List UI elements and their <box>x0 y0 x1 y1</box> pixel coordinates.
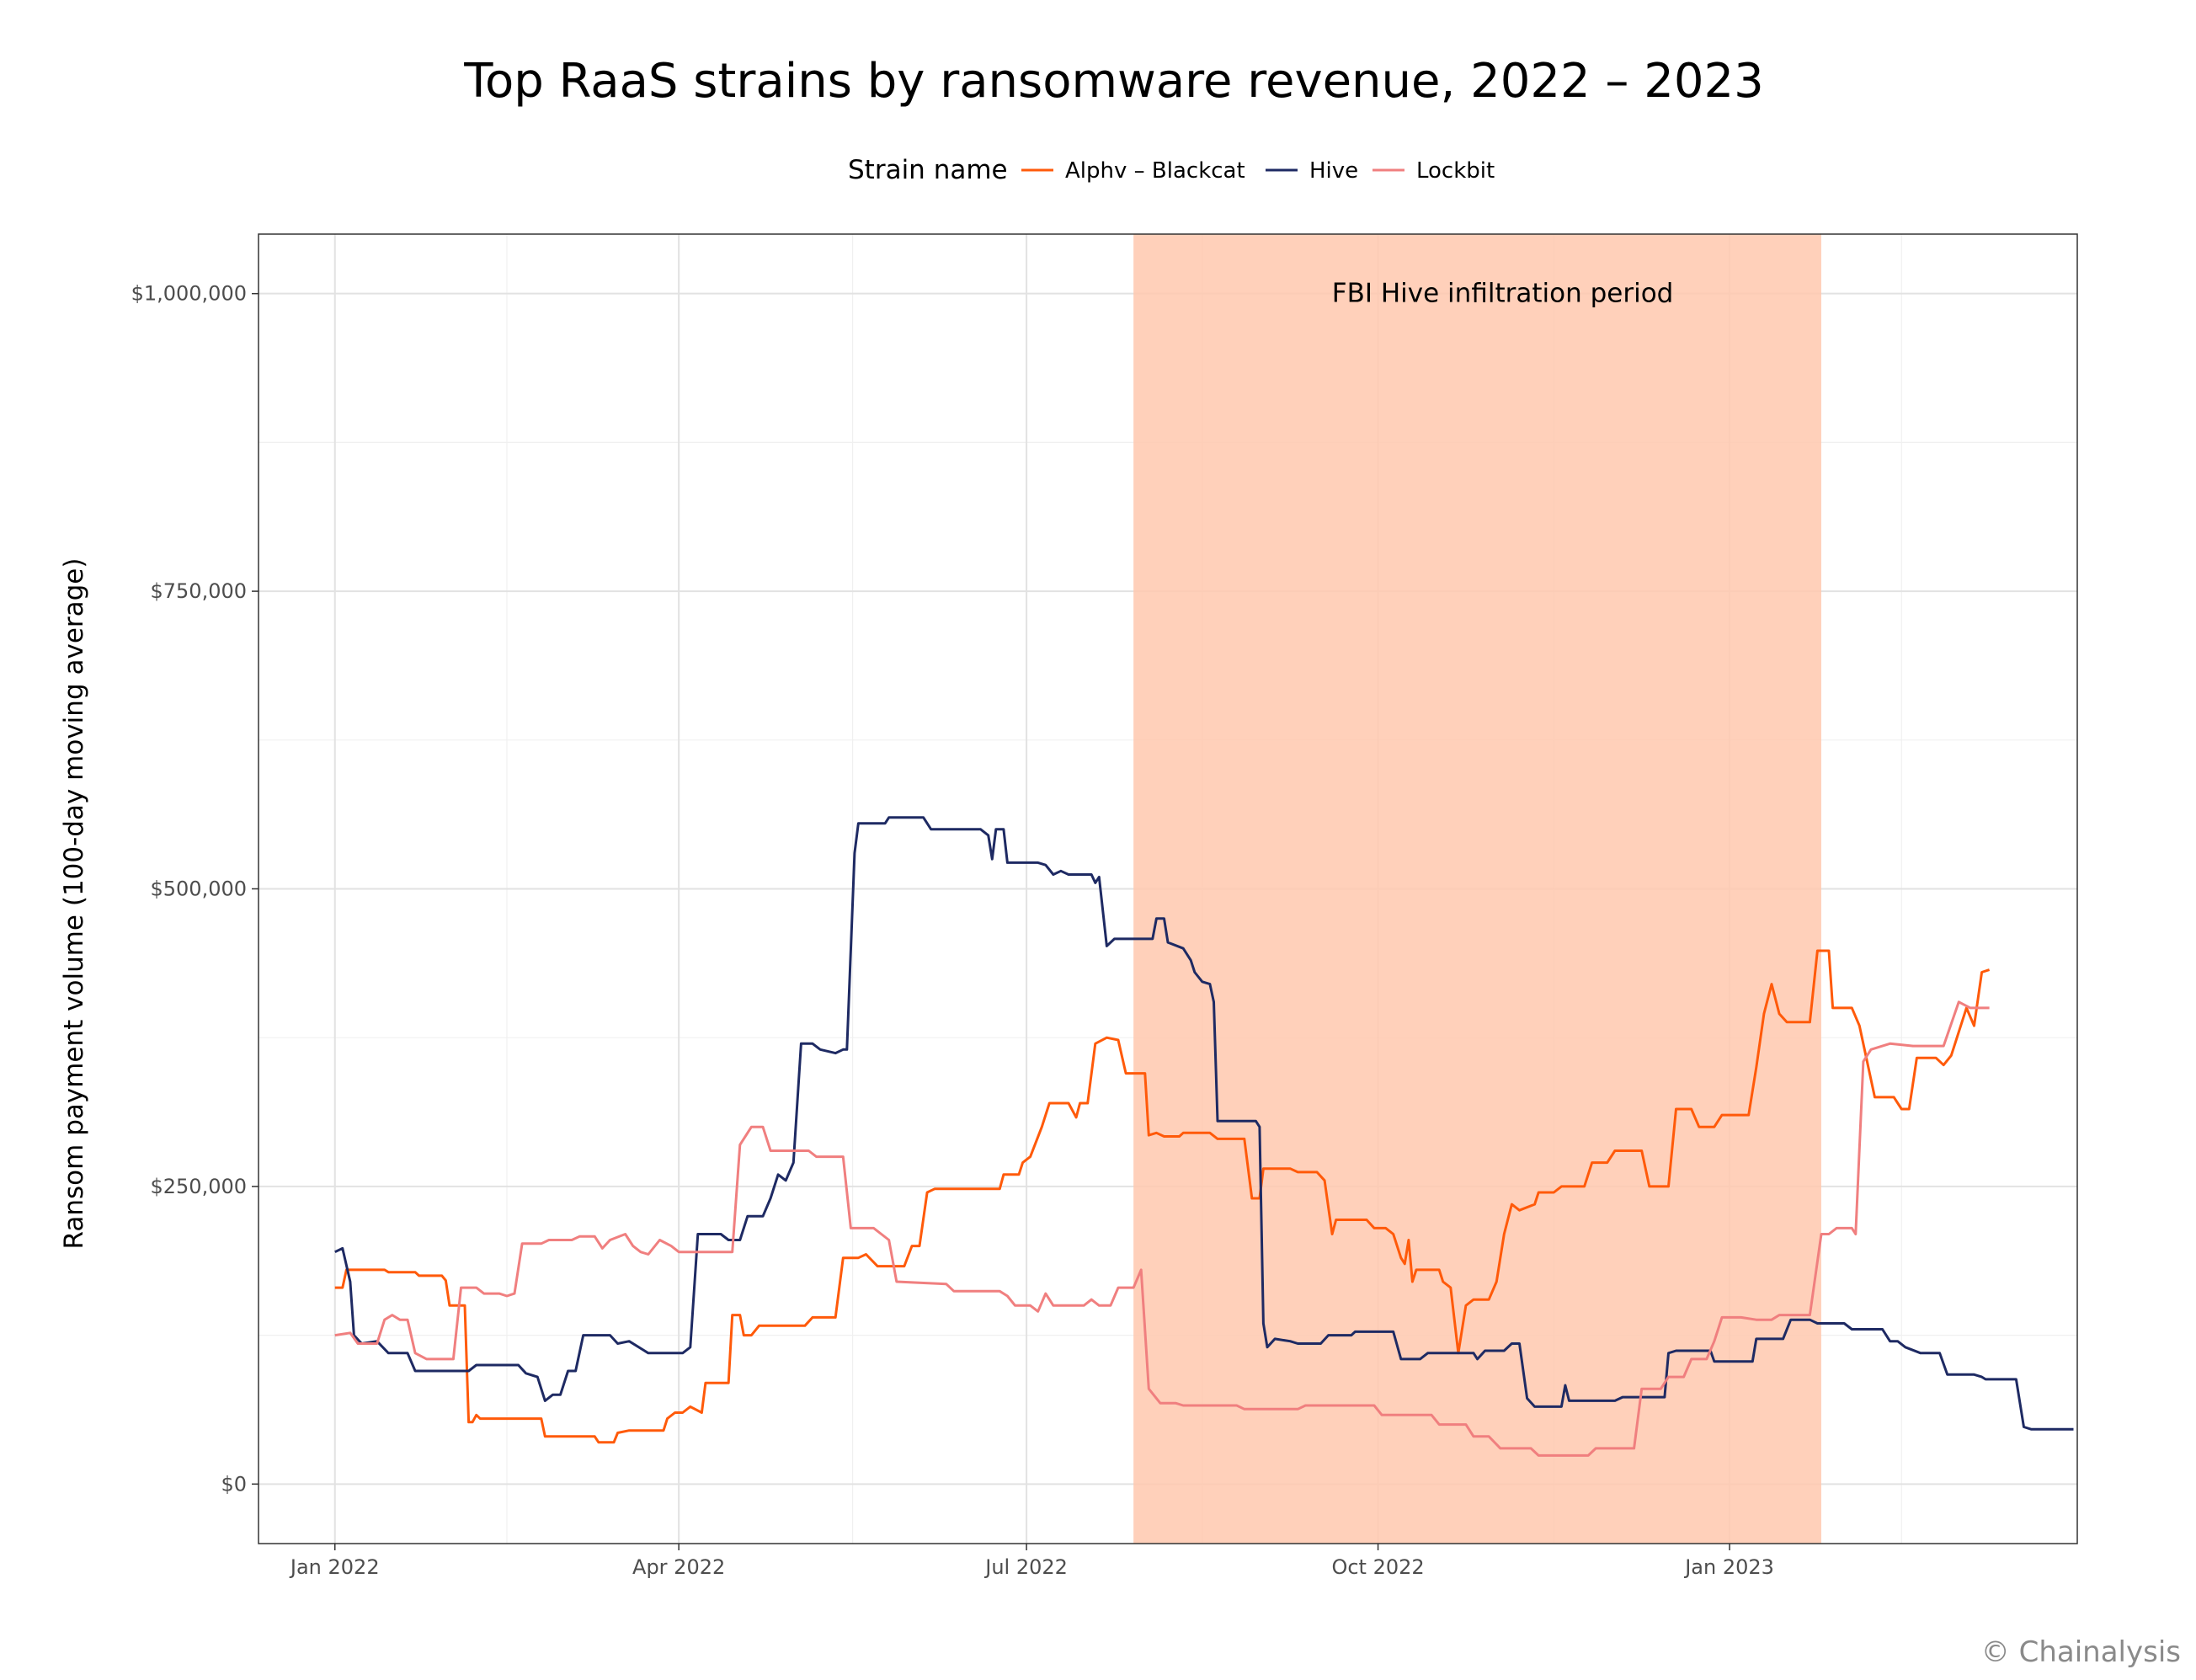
y-tick-label: $250,000 <box>150 1175 247 1198</box>
x-tick-label: Jan 2023 <box>1683 1555 1774 1579</box>
x-tick-label: Jul 2022 <box>983 1555 1068 1579</box>
infiltration-period-label: FBI Hive infiltration period <box>1332 279 1674 309</box>
y-axis: $0 $250,000 $500,000 $750,000 $1,000,000 <box>131 282 259 1496</box>
chainalysis-credit: © Chainalysis <box>1981 1635 2181 1669</box>
legend-label-alphv-blackcat: Alphv – Blackcat <box>1065 158 1245 184</box>
series-line-hive <box>334 816 2074 1431</box>
legend-label-lockbit: Lockbit <box>1416 158 1495 184</box>
legend-title: Strain name <box>848 155 1008 185</box>
x-tick-label: Apr 2022 <box>632 1555 725 1579</box>
legend: Strain name Alphv – Blackcat Hive Lockbit <box>848 155 1495 185</box>
x-tick-label: Jan 2022 <box>289 1555 380 1579</box>
y-tick-label: $1,000,000 <box>131 282 247 306</box>
legend-label-hive: Hive <box>1309 158 1358 184</box>
y-tick-label: $750,000 <box>150 579 247 603</box>
y-tick-label: $500,000 <box>150 877 247 901</box>
infiltration-period-shading <box>1133 234 1821 1544</box>
series-line-lockbit <box>334 1000 1990 1457</box>
y-axis-title: Ransom payment volume (100-day moving av… <box>59 558 89 1250</box>
x-tick-label: Oct 2022 <box>1331 1555 1424 1579</box>
series-line-alphv-blackcat <box>334 949 1991 1444</box>
y-tick-label: $0 <box>221 1472 247 1496</box>
x-axis: Jan 2022 Apr 2022 Jul 2022 Oct 2022 Jan 2023 <box>289 1544 1774 1579</box>
chart-title: Top RaaS strains by ransomware revenue, … <box>463 54 1763 109</box>
